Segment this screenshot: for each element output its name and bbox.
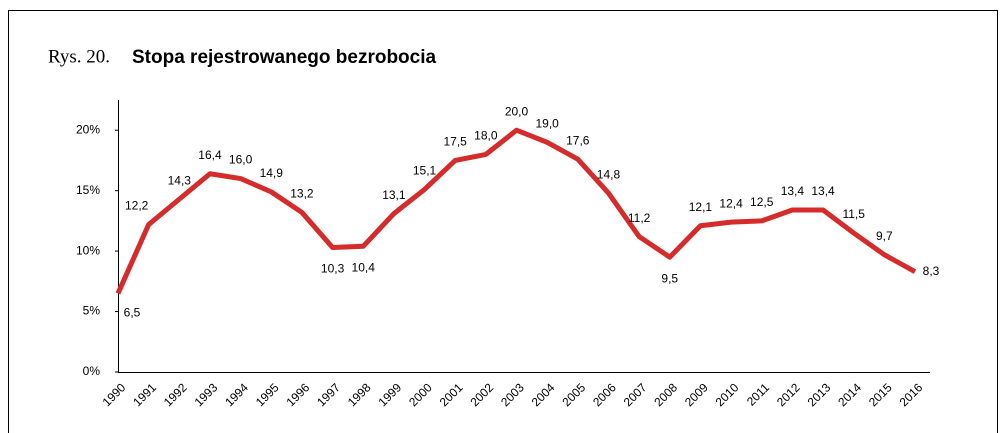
- data-label: 20,0: [505, 104, 529, 118]
- data-label: 9,5: [661, 271, 678, 285]
- x-tick-label: 1994: [222, 380, 251, 409]
- x-tick-label: 1998: [345, 380, 374, 409]
- data-label: 14,9: [260, 166, 284, 180]
- data-label: 15,1: [413, 164, 437, 178]
- x-tick-label: 2002: [467, 380, 496, 409]
- data-label: 16,0: [229, 153, 253, 167]
- line-series: [115, 127, 917, 295]
- data-label: 12,1: [689, 200, 713, 214]
- y-tick-label: 0%: [83, 364, 101, 378]
- data-label: 17,5: [444, 135, 468, 149]
- x-tick-label: 2016: [897, 380, 926, 409]
- data-label: 10,3: [321, 262, 345, 276]
- data-label: 19,0: [535, 116, 559, 130]
- y-tick-label: 15%: [76, 183, 100, 197]
- x-tick-label: 2003: [498, 380, 527, 409]
- data-label: 14,8: [597, 167, 621, 181]
- data-label: 12,4: [719, 196, 743, 210]
- data-label: 11,2: [628, 211, 651, 225]
- x-tick-label: 1996: [284, 380, 313, 409]
- y-tick-label: 20%: [76, 122, 100, 136]
- x-tick-label: 1995: [253, 380, 282, 409]
- y-tick-label: 10%: [76, 243, 100, 257]
- x-tick-label: 1990: [100, 380, 129, 409]
- data-label: 11,5: [842, 207, 865, 221]
- x-tick-label: 2007: [621, 380, 650, 409]
- data-label: 8,3: [923, 264, 940, 278]
- x-tick-label: 1993: [192, 380, 221, 409]
- x-tick-label: 2004: [529, 380, 558, 409]
- data-label: 14,3: [168, 173, 192, 187]
- frame: [8, 10, 998, 433]
- x-tick-label: 1999: [375, 380, 404, 409]
- x-tick-label: 2000: [406, 380, 435, 409]
- chart-title: Stopa rejestrowanego bezrobocia: [132, 47, 436, 68]
- data-label: 6,5: [124, 306, 141, 320]
- x-tick-label: 1997: [314, 380, 343, 409]
- data-label: 13,4: [781, 184, 805, 198]
- data-label: 16,4: [198, 148, 222, 162]
- data-label: 13,4: [811, 184, 835, 198]
- data-label: 9,7: [876, 229, 893, 243]
- x-tick-label: 2011: [744, 380, 772, 408]
- x-tick-label: 2010: [713, 380, 742, 409]
- x-tick-label: 2009: [682, 380, 711, 409]
- chart-title-prefix: Rys. 20.: [48, 46, 110, 67]
- x-tick-label: 1992: [161, 380, 190, 409]
- data-label: 13,2: [290, 187, 314, 201]
- x-tick-label: 2014: [835, 380, 864, 409]
- y-tick-label: 5%: [83, 304, 101, 318]
- x-tick-label: 2001: [437, 380, 466, 409]
- x-tick-label: 2006: [590, 380, 619, 409]
- data-label: 17,6: [566, 133, 590, 147]
- data-label: 10,4: [352, 260, 376, 274]
- data-label: 13,1: [382, 188, 406, 202]
- x-tick-label: 1991: [130, 380, 159, 409]
- x-tick-label: 2005: [559, 380, 588, 409]
- x-tick-label: 2012: [774, 380, 803, 409]
- x-tick-label: 2013: [805, 380, 834, 409]
- data-label: 12,2: [125, 199, 149, 213]
- x-tick-label: 2015: [866, 380, 895, 409]
- data-label: 12,5: [750, 195, 774, 209]
- x-tick-label: 2008: [651, 380, 680, 409]
- data-label: 18,0: [474, 129, 498, 143]
